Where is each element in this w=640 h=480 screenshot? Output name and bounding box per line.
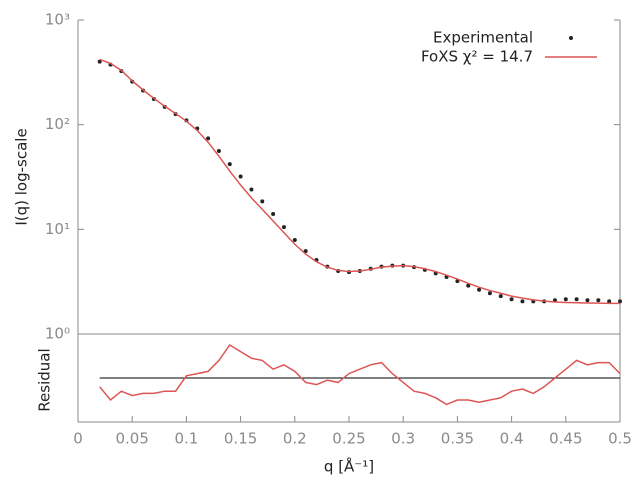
x-tick-label: 0.45 [549,430,582,448]
x-tick-label: 0.05 [115,430,148,448]
data-point [260,199,265,204]
residual-axis-label: Residual [36,348,54,411]
legend-marker [569,36,573,40]
data-point [97,59,102,64]
x-tick-label: 0.3 [391,430,415,448]
legend-label: Experimental [433,29,533,47]
x-tick-label: 0.2 [283,430,307,448]
data-point [574,297,579,302]
y-axis-label: I(q) log-scale [13,128,31,225]
data-point [563,297,568,302]
data-point [281,225,286,230]
y-tick-label: 10⁰ [45,325,70,343]
data-point [618,299,622,304]
data-point [498,294,503,299]
data-point [585,298,590,303]
data-point [303,249,308,254]
data-point [271,212,276,217]
x-tick-label: 0.1 [174,430,198,448]
data-point [596,298,601,303]
data-point [466,283,471,288]
y-tick-label: 10³ [45,11,70,29]
y-tick-label: 10² [45,115,70,133]
data-point [477,287,482,292]
x-tick-label: 0.35 [441,430,474,448]
data-point [227,162,232,167]
x-tick-label: 0.25 [332,430,365,448]
data-point [520,299,525,304]
data-point [249,187,254,192]
data-point [292,238,297,243]
data-point [509,297,514,302]
data-line [99,58,620,305]
data-point [238,174,243,179]
data-point [487,291,492,296]
legend-label: FoXS χ² = 14.7 [421,48,533,66]
x-tick-label: 0.15 [224,430,257,448]
x-tick-label: 0.5 [608,430,632,448]
data-line [99,343,621,406]
data-point [216,149,221,154]
x-tick-label: 0.4 [500,430,524,448]
data-point [206,136,211,141]
x-axis-label: q [Å⁻¹] [324,457,374,476]
data-point [607,299,612,304]
y-tick-label: 10¹ [45,220,70,238]
x-tick-label: 0 [73,430,83,448]
